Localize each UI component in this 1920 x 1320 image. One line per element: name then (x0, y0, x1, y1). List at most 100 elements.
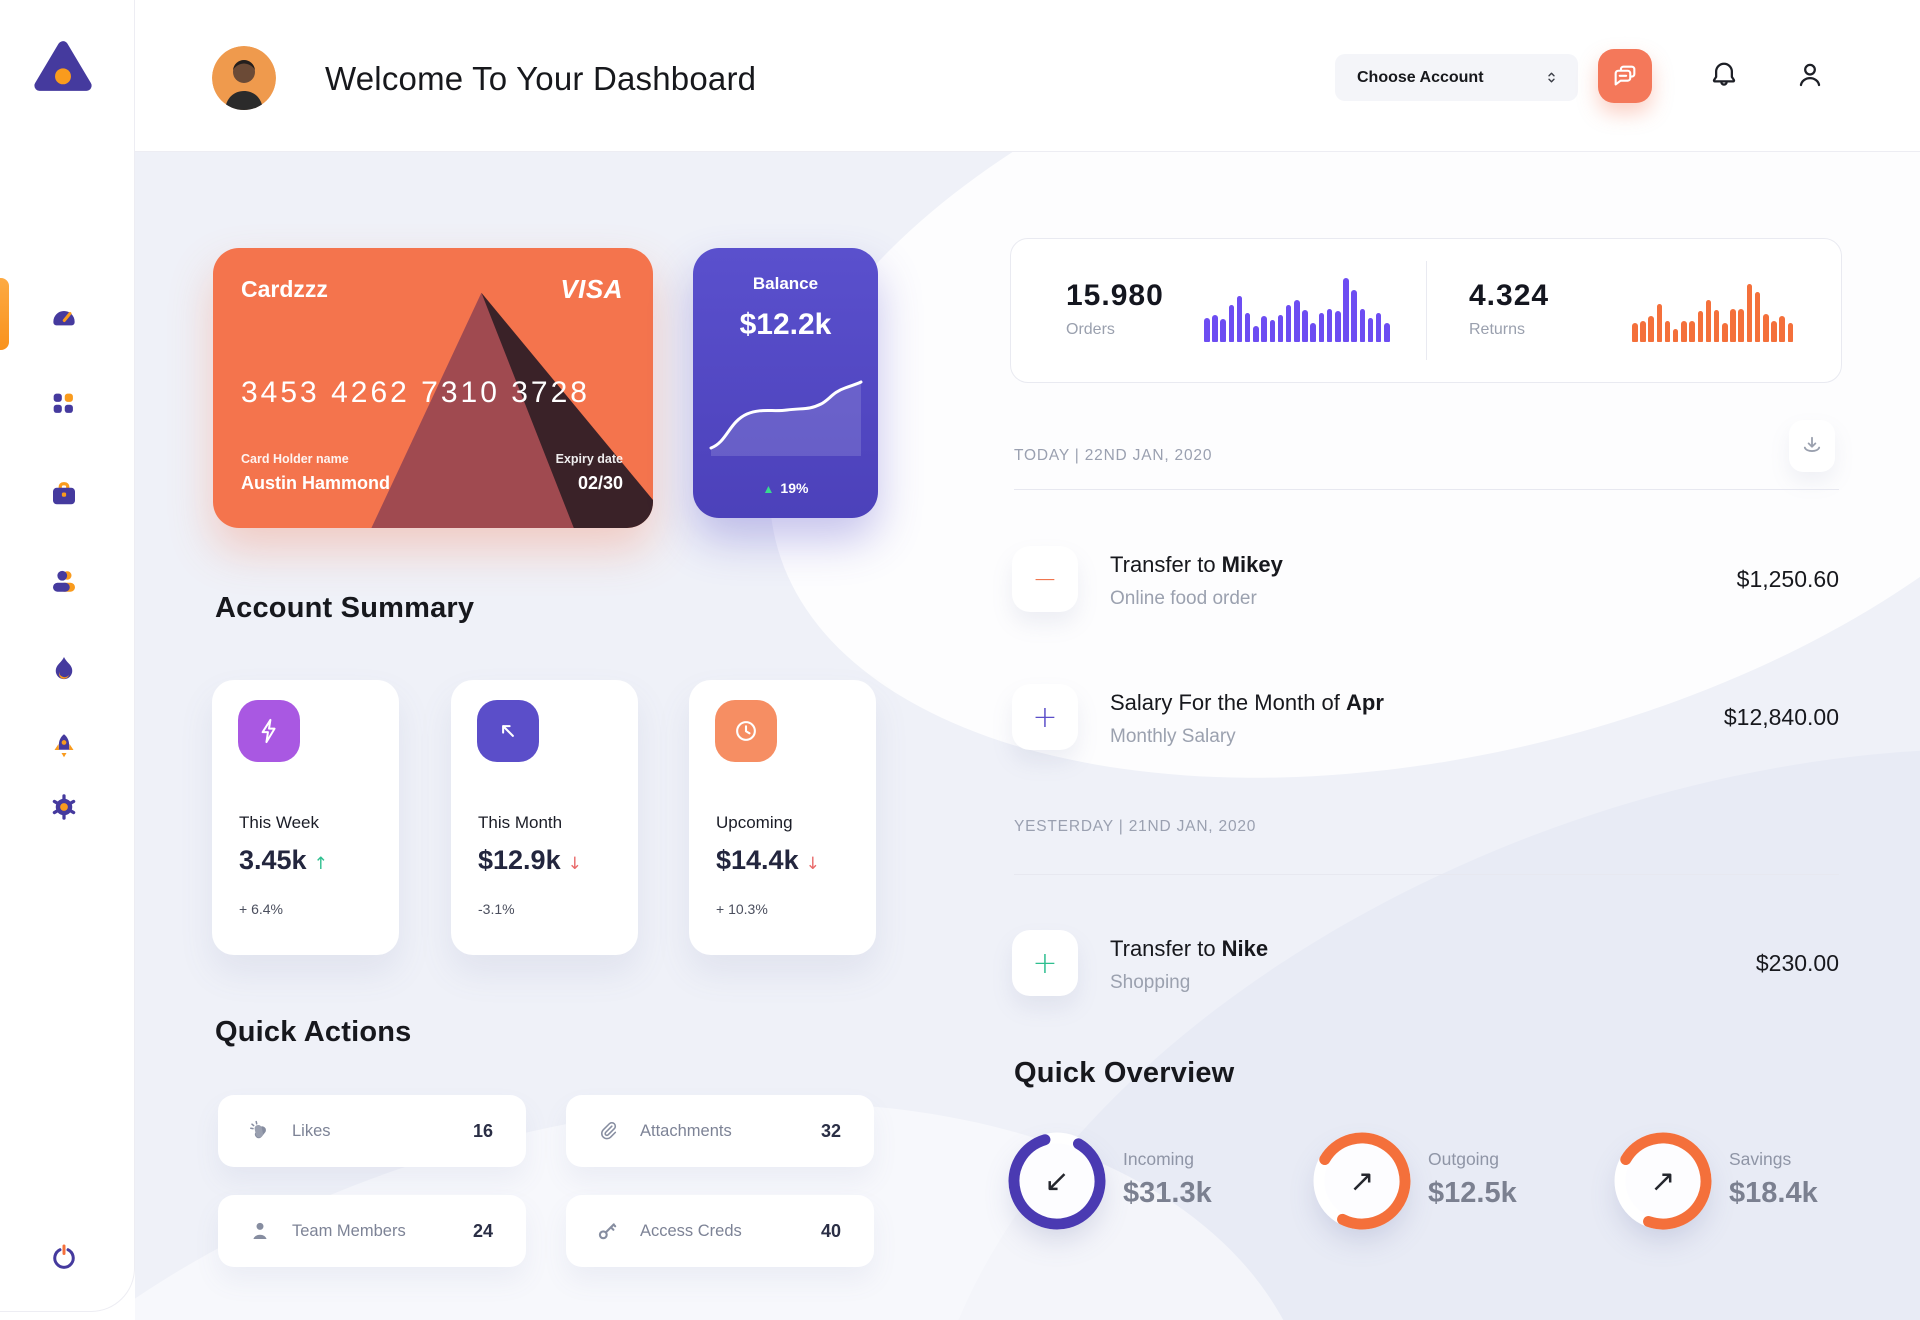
sidebar-item-work[interactable] (49, 479, 81, 511)
balance-card: Balance $12.2k ▲ 19% (693, 248, 878, 518)
transaction-subtitle: Shopping (1110, 972, 1191, 993)
logout-power-button[interactable] (49, 1242, 79, 1272)
trend-down-icon: ↓ (805, 854, 820, 874)
credit-card: Cardzzz VISA 3453 4262 7310 3728 Card Ho… (213, 248, 653, 528)
quick-action-label: Likes (292, 1121, 331, 1140)
summary-card-upcoming: Upcoming $14.4k ↓ + 10.3% (689, 680, 876, 955)
transaction-title: Transfer to Mikey (1110, 552, 1283, 577)
quick-action-attachments[interactable]: Attachments 32 (566, 1095, 874, 1167)
chat-button[interactable] (1598, 49, 1652, 103)
notifications-button[interactable] (1707, 58, 1741, 92)
sidebar-item-settings[interactable] (49, 792, 81, 824)
paperclip-icon (601, 1121, 617, 1140)
transaction-subtitle: Online food order (1110, 588, 1257, 609)
briefcase-icon (53, 482, 75, 505)
date-label-yesterday: YESTERDAY | 21ND JAN, 2020 (1014, 818, 1257, 835)
summary-label: This Week (239, 813, 319, 832)
download-icon (1803, 436, 1821, 452)
bell-icon (1712, 62, 1736, 86)
transaction-row-mikey[interactable]: − Transfer to Mikey Online food order $1… (1012, 546, 1839, 612)
returns-label: Returns (1469, 321, 1526, 338)
card-holder-name: Austin Hammond (241, 473, 391, 493)
quick-actions-heading: Quick Actions (215, 1016, 412, 1048)
transaction-row-salary[interactable]: + Salary For the Month of Apr Monthly Sa… (1012, 684, 1839, 750)
gauge-outgoing: ↗ Outgoing $12.5k (1308, 1127, 1608, 1237)
sidebar-item-activity[interactable] (49, 654, 81, 686)
account-selector[interactable]: Choose Account (1335, 54, 1578, 101)
divider (1014, 489, 1839, 490)
sidebar-item-launch[interactable] (49, 731, 81, 763)
profile-button[interactable] (1793, 58, 1827, 92)
sidebar-item-team[interactable] (49, 566, 81, 598)
flame-icon (55, 657, 73, 680)
clap-icon (250, 1120, 266, 1139)
transaction-amount: $1,250.60 (1736, 566, 1839, 592)
card-holder-label: Card Holder name (241, 452, 349, 466)
lightning-icon (238, 700, 300, 762)
expiry-value: 02/30 (577, 473, 623, 493)
quick-action-team-members[interactable]: Team Members 24 (218, 1195, 526, 1267)
gauge-label: Outgoing (1428, 1149, 1500, 1169)
balance-change: ▲ 19% (762, 480, 809, 496)
gauge-savings: ↗ Savings $18.4k (1609, 1127, 1909, 1237)
gauge-label: Incoming (1123, 1149, 1195, 1169)
summary-delta: + 10.3% (716, 901, 768, 917)
sidebar-item-apps[interactable] (49, 389, 81, 421)
plus-icon: + (1012, 930, 1078, 996)
sort-chevrons-icon (1548, 72, 1555, 83)
gauge-value: $12.5k (1428, 1177, 1517, 1209)
orders-bar-chart (1204, 278, 1392, 342)
summary-card-this-month: This Month $12.9k ↓ -3.1% (451, 680, 638, 955)
divider (1014, 874, 1839, 875)
summary-label: Upcoming (716, 813, 793, 832)
gauge-value: $31.3k (1123, 1177, 1212, 1209)
orders-stat: 15.980 Orders (1066, 279, 1164, 339)
summary-card-this-week: This Week 3.45k ↑ + 6.4% (212, 680, 399, 955)
arrow-up-right-icon: ↗ (1349, 1163, 1375, 1199)
balance-value: $12.2k (739, 308, 832, 341)
quick-action-access-creds[interactable]: Access Creds 40 (566, 1195, 874, 1267)
key-icon (598, 1223, 617, 1240)
download-button[interactable] (1789, 420, 1835, 472)
orders-returns-card: 15.980 Orders 4.324 Returns (1010, 238, 1842, 383)
transaction-subtitle: Monthly Salary (1110, 726, 1236, 747)
gauge-incoming: ↙ Incoming $31.3k (1003, 1127, 1303, 1237)
card-number: 3453 4262 7310 3728 (241, 376, 590, 409)
main-content: Cardzzz VISA 3453 4262 7310 3728 Card Ho… (135, 152, 1920, 1320)
transaction-title: Salary For the Month of Apr (1110, 690, 1384, 715)
returns-stat: 4.324 Returns (1469, 279, 1549, 339)
member-icon (253, 1222, 267, 1239)
quick-action-label: Team Members (292, 1221, 406, 1240)
quick-action-count: 40 (820, 1220, 841, 1241)
header: Welcome To Your Dashboard Choose Account (135, 0, 1920, 152)
quick-action-label: Access Creds (640, 1221, 742, 1240)
minus-icon: − (1012, 546, 1078, 612)
date-label-today: TODAY | 22ND JAN, 2020 (1014, 447, 1213, 464)
transaction-amount: $230.00 (1755, 950, 1839, 976)
transaction-title: Transfer to Nike (1110, 936, 1269, 961)
quick-action-count: 32 (820, 1120, 841, 1141)
sidebar-item-dashboard[interactable] (49, 301, 81, 333)
gear-icon (52, 794, 76, 820)
rocket-icon (54, 734, 74, 758)
orders-value: 15.980 (1066, 279, 1164, 312)
quick-action-count: 24 (472, 1220, 493, 1241)
users-icon (53, 570, 75, 592)
chat-icon (1614, 65, 1636, 86)
quick-action-likes[interactable]: Likes 16 (218, 1095, 526, 1167)
returns-bar-chart (1632, 284, 1796, 342)
page-title: Welcome To Your Dashboard (325, 60, 757, 97)
expiry-label: Expiry date (555, 452, 623, 466)
quick-overview-heading: Quick Overview (1014, 1057, 1235, 1089)
transaction-row-nike[interactable]: + Transfer to Nike Shopping $230.00 (1012, 930, 1839, 996)
grid-icon (53, 393, 73, 413)
summary-delta: -3.1% (478, 901, 515, 917)
summary-delta: + 6.4% (239, 901, 283, 917)
avatar[interactable] (212, 46, 276, 110)
gauge-label: Savings (1729, 1149, 1792, 1169)
arrow-up-left-icon (477, 700, 539, 762)
user-icon (1799, 63, 1821, 87)
visa-logo: VISA (560, 274, 623, 304)
transaction-amount: $12,840.00 (1723, 704, 1839, 730)
app-logo-icon[interactable] (33, 36, 93, 96)
